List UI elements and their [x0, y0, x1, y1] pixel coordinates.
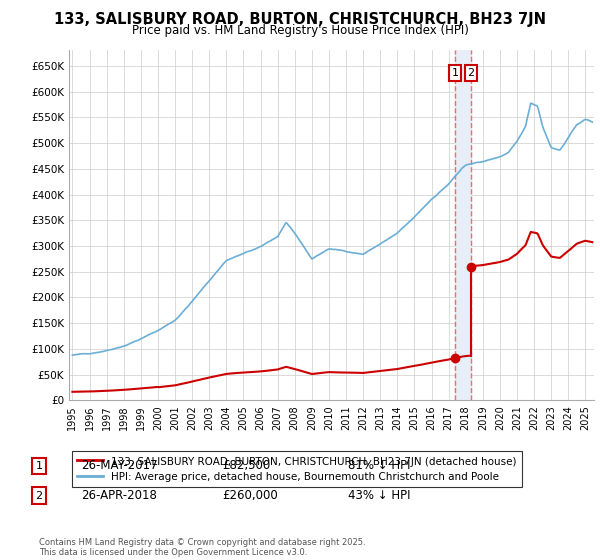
Text: 81% ↓ HPI: 81% ↓ HPI	[348, 459, 410, 473]
Bar	[455, 50, 471, 400]
Text: 1: 1	[452, 68, 458, 78]
Legend: 133, SALISBURY ROAD, BURTON, CHRISTCHURCH, BH23 7JN (detached house), HPI: Avera: 133, SALISBURY ROAD, BURTON, CHRISTCHURC…	[71, 451, 522, 487]
Text: Contains HM Land Registry data © Crown copyright and database right 2025.
This d: Contains HM Land Registry data © Crown c…	[39, 538, 365, 557]
Text: £82,500: £82,500	[222, 459, 270, 473]
Text: £260,000: £260,000	[222, 489, 278, 502]
Text: Price paid vs. HM Land Registry's House Price Index (HPI): Price paid vs. HM Land Registry's House …	[131, 24, 469, 36]
Text: 43% ↓ HPI: 43% ↓ HPI	[348, 489, 410, 502]
Text: 2: 2	[467, 68, 475, 78]
Text: 2: 2	[35, 491, 43, 501]
Text: 26-APR-2018: 26-APR-2018	[81, 489, 157, 502]
Text: 26-MAY-2017: 26-MAY-2017	[81, 459, 158, 473]
Text: 1: 1	[35, 461, 43, 471]
Text: 133, SALISBURY ROAD, BURTON, CHRISTCHURCH, BH23 7JN: 133, SALISBURY ROAD, BURTON, CHRISTCHURC…	[54, 12, 546, 27]
